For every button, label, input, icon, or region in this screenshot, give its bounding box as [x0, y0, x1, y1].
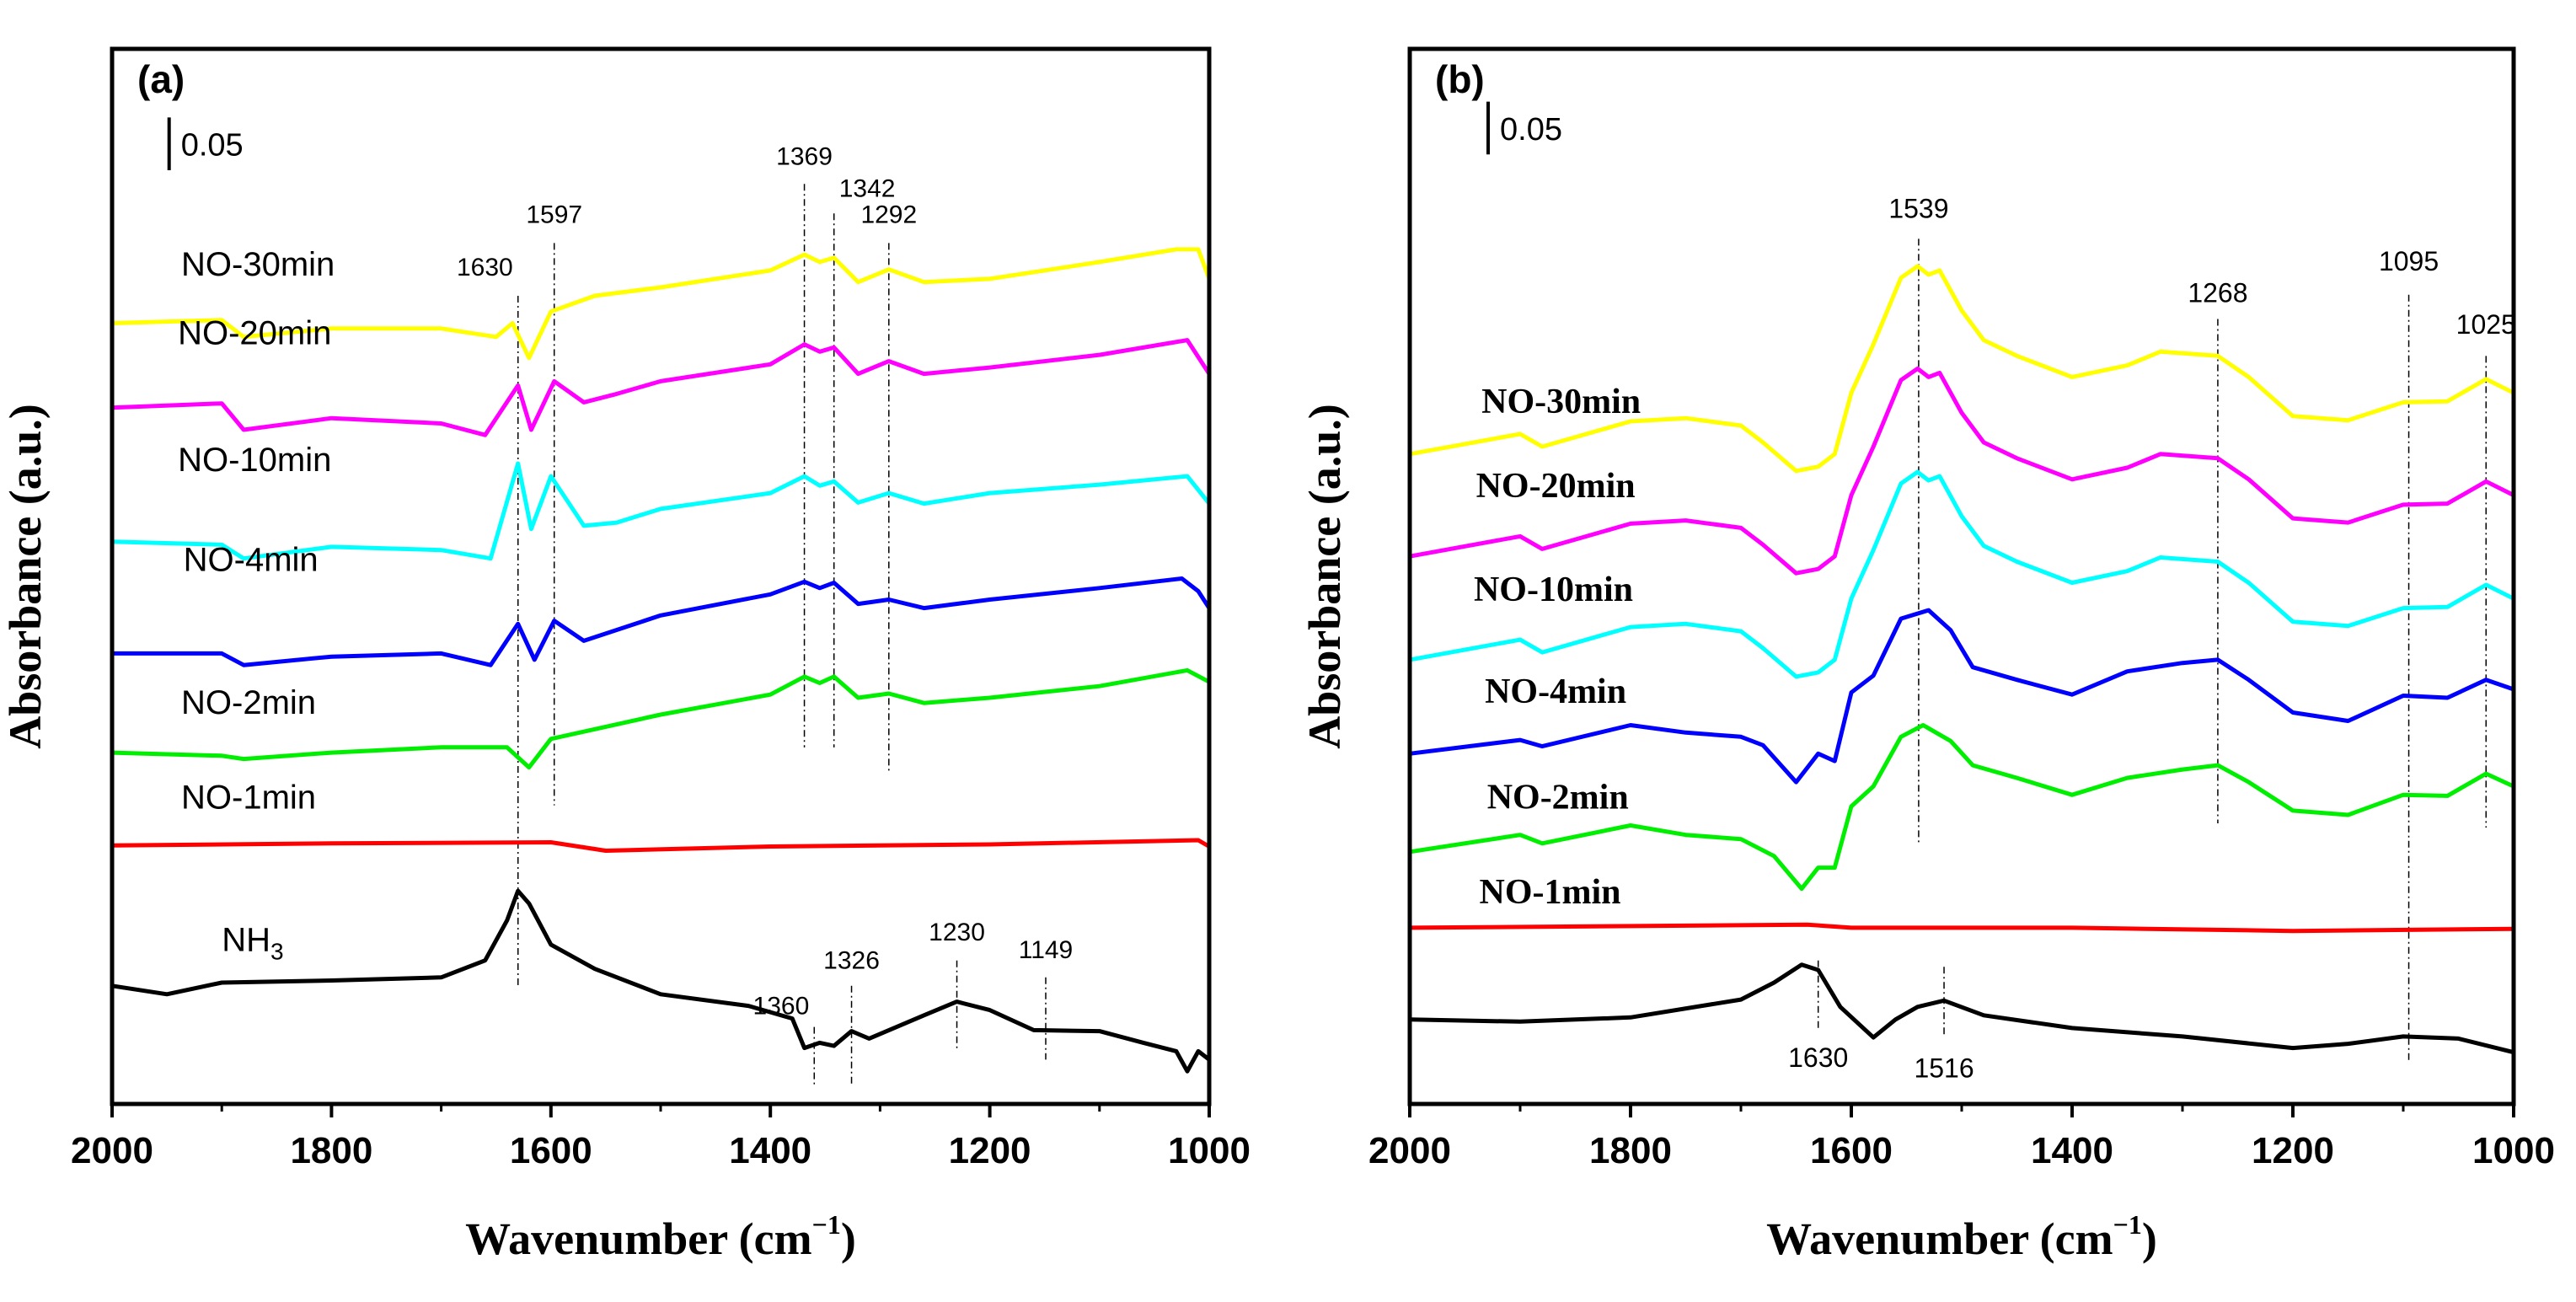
- peak-label: 1369: [776, 143, 833, 171]
- series-line-no-2min: [111, 667, 1211, 770]
- series-line-no-20min: [111, 338, 1212, 437]
- series-label: NO-30min: [1481, 383, 1641, 421]
- y-axis-title: Absorbance (a.u.): [0, 404, 51, 749]
- series-line-no-4min: [1409, 608, 2514, 785]
- x-tick-label: 1600: [1810, 1130, 1893, 1171]
- x-tick-label: 1400: [729, 1130, 811, 1171]
- series-label: NO-2min: [181, 684, 316, 721]
- series-label: NO-10min: [178, 442, 331, 479]
- series-label: NO-20min: [1476, 467, 1636, 506]
- series-label: NO-10min: [1474, 571, 1633, 609]
- x-axis-title: Wavenumber (cm−1): [1766, 1209, 2157, 1264]
- x-tick-label: 1200: [949, 1130, 1031, 1171]
- series-line-no-1min: [111, 838, 1211, 853]
- series-label: NO-4min: [1485, 672, 1626, 711]
- x-axis-title-close: ): [841, 1214, 856, 1264]
- series-label: NO-2min: [1487, 778, 1629, 817]
- series-line-no-10min: [111, 461, 1211, 561]
- peak-label: 1597: [526, 201, 582, 229]
- series-line-no-30min: [1409, 264, 2515, 474]
- peak-label: 1539: [1888, 193, 1948, 223]
- x-axis-title-sup: −1: [2113, 1209, 2142, 1240]
- series-line-nh3: [111, 888, 1211, 1074]
- x-tick-label: 1000: [1168, 1130, 1251, 1171]
- x-tick-label: 2000: [1368, 1130, 1451, 1171]
- panel-label: (b): [1435, 57, 1485, 101]
- peak-label: 1230: [929, 919, 985, 946]
- x-tick-label: 2000: [71, 1130, 153, 1171]
- x-tick-label: 1000: [2472, 1130, 2555, 1171]
- x-tick-label: 1600: [510, 1130, 592, 1171]
- series-label: NO-4min: [184, 542, 319, 579]
- y-axis-title: Absorbance (a.u.): [1299, 404, 1350, 749]
- series-line-no-4min: [112, 576, 1212, 667]
- peak-label: 1630: [457, 254, 513, 281]
- x-tick-label: 1800: [1589, 1130, 1672, 1171]
- peak-label: 1630: [1788, 1042, 1848, 1073]
- series-line-no-10min: [1409, 469, 2515, 679]
- series-label: NH3: [222, 921, 283, 964]
- peak-label: 1292: [860, 201, 917, 229]
- peak-label: 1516: [1914, 1053, 1974, 1084]
- x-tick-label: 1800: [290, 1130, 372, 1171]
- peak-label: 1095: [2379, 246, 2439, 276]
- peak-label: 1149: [1019, 936, 1074, 964]
- x-tick-label: 1400: [2031, 1130, 2113, 1171]
- series-label-main: NH: [222, 921, 270, 958]
- series-label-sub: 3: [270, 938, 284, 964]
- x-axis-title-sup: −1: [812, 1209, 841, 1240]
- panel-a: 163015971369134212921360132612301149NO-3…: [0, 46, 1251, 1264]
- series-line-no-20min: [1409, 366, 2515, 576]
- peak-label: 1342: [839, 174, 896, 202]
- x-axis-title: Wavenumber (cm−1): [465, 1209, 856, 1264]
- peak-label: 1326: [823, 947, 880, 975]
- series-line-nh3: [1409, 962, 2514, 1055]
- panel-b: 1539 1268 1095 1025 1630 1516 NO-30min NO-20min…: [1299, 46, 2555, 1264]
- peak-label: 1025: [2456, 309, 2516, 340]
- series-line-no-1min: [1409, 922, 2514, 934]
- x-axis-title-main: Wavenumber (cm: [465, 1214, 811, 1264]
- scale-bar-label: 0.05: [1500, 112, 1562, 147]
- x-tick-label: 1200: [2252, 1130, 2334, 1171]
- series-line-no-2min: [1409, 723, 2515, 892]
- scale-bar-label: 0.05: [181, 128, 244, 163]
- series-label: NO-1min: [1480, 873, 1621, 912]
- series-label: NO-20min: [178, 315, 331, 352]
- series-label: NO-1min: [181, 779, 316, 816]
- series-label: NO-30min: [181, 246, 335, 283]
- peak-label: 1268: [2188, 277, 2247, 308]
- panel-label: (a): [137, 57, 185, 101]
- x-axis-title-main: Wavenumber (cm: [1766, 1214, 2113, 1264]
- series-line-no-30min: [111, 247, 1212, 361]
- x-axis-title-close: ): [2142, 1214, 2157, 1264]
